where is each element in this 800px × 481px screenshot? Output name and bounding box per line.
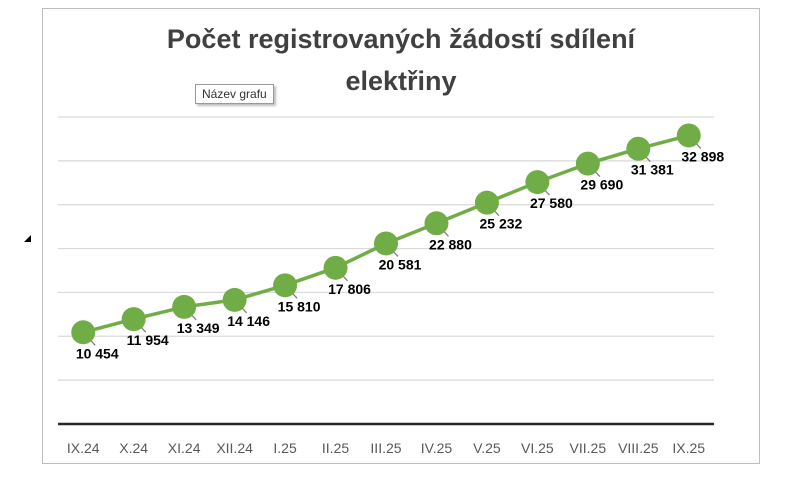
data-label: 27 580	[530, 195, 573, 211]
data-point-marker	[374, 231, 398, 256]
data-point-marker	[525, 170, 550, 195]
data-point-marker	[273, 273, 298, 298]
data-label: 32 898	[681, 148, 724, 164]
data-point-marker	[222, 287, 247, 312]
x-tick-label: IV.25	[421, 440, 453, 456]
data-point-marker	[626, 136, 651, 161]
data-label: 15 810	[278, 298, 321, 314]
x-tick-label: IX.25	[672, 440, 705, 456]
data-point-marker	[71, 320, 96, 345]
x-tick-label: XI.24	[168, 440, 201, 456]
chart-title-line-2: elektřiny	[345, 66, 457, 96]
resize-handle-icon[interactable]	[24, 235, 31, 242]
data-label: 10 454	[76, 345, 119, 361]
data-label: 25 232	[480, 216, 523, 232]
x-tick-label: II.25	[322, 440, 349, 456]
x-tick-label: IX.24	[67, 440, 100, 456]
data-label: 14 146	[227, 313, 270, 329]
x-tick-label: V.25	[473, 440, 501, 456]
data-point-marker	[121, 307, 146, 332]
chart-title[interactable]: Počet registrovaných žádostí sdílení ele…	[42, 18, 760, 102]
x-tick-label: X.24	[119, 440, 148, 456]
data-point-marker	[323, 255, 348, 280]
x-tick-label: VIII.25	[618, 440, 659, 456]
data-label: 11 954	[127, 332, 169, 348]
data-point-marker	[424, 211, 449, 236]
data-point-marker	[676, 123, 701, 148]
x-tick-label: III.25	[370, 440, 401, 456]
data-label: 17 806	[328, 281, 371, 297]
data-label: 22 880	[429, 236, 472, 252]
data-label: 31 381	[631, 162, 674, 178]
data-point-marker	[575, 151, 600, 176]
x-tick-label: VII.25	[570, 440, 607, 456]
x-tick-label: XII.24	[216, 440, 253, 456]
data-label: 13 349	[177, 320, 220, 336]
x-tick-label: I.25	[273, 440, 297, 456]
chart-title-tooltip: Název grafu	[195, 84, 274, 104]
data-label: 29 690	[580, 177, 623, 193]
data-point-marker	[172, 294, 197, 319]
data-point-marker	[474, 190, 499, 215]
x-tick-label: VI.25	[521, 440, 554, 456]
chart-title-line-1: Počet registrovaných žádostí sdílení	[166, 24, 636, 54]
data-label: 20 581	[379, 256, 422, 272]
